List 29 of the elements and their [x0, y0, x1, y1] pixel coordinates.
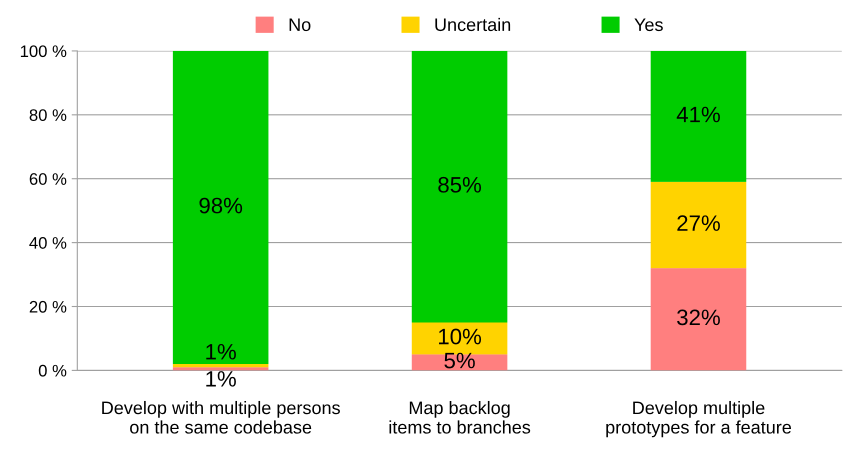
data-label: 5%	[444, 352, 475, 368]
data-label: 32%	[677, 310, 720, 326]
data-label: 27%	[677, 215, 720, 231]
x-tick-label: Develop multiple prototypes for a feature	[606, 400, 792, 438]
y-tick-label: 20 %	[30, 300, 66, 313]
x-tick-label: Map backlog items to branches	[390, 400, 530, 434]
data-label: 98%	[199, 198, 242, 214]
y-tick-label: 100 %	[20, 45, 66, 58]
y-tick-label: 40 %	[29, 237, 66, 249]
x-tick-label: Develop with multiple persons on the same codebase	[102, 400, 340, 434]
data-label: 1%	[206, 371, 236, 387]
bar	[412, 50, 508, 322]
y-tick-label: 0 %	[38, 364, 66, 377]
bar	[412, 322, 508, 354]
legend-label: Yes	[634, 18, 663, 32]
bar	[172, 367, 268, 370]
bar	[650, 182, 746, 268]
bar	[172, 50, 268, 364]
y-tick-label: 60 %	[30, 173, 66, 185]
data-label: 85%	[438, 176, 482, 193]
bar	[650, 268, 746, 370]
data-label: 41%	[676, 106, 720, 122]
legend-label: No	[290, 18, 310, 32]
data-label: 10%	[439, 328, 482, 344]
legend-label: Uncertain	[435, 18, 510, 32]
y-tick-label: 80 %	[30, 109, 66, 122]
bar	[172, 364, 268, 368]
bar	[650, 50, 746, 182]
data-label: 1%	[206, 344, 236, 360]
